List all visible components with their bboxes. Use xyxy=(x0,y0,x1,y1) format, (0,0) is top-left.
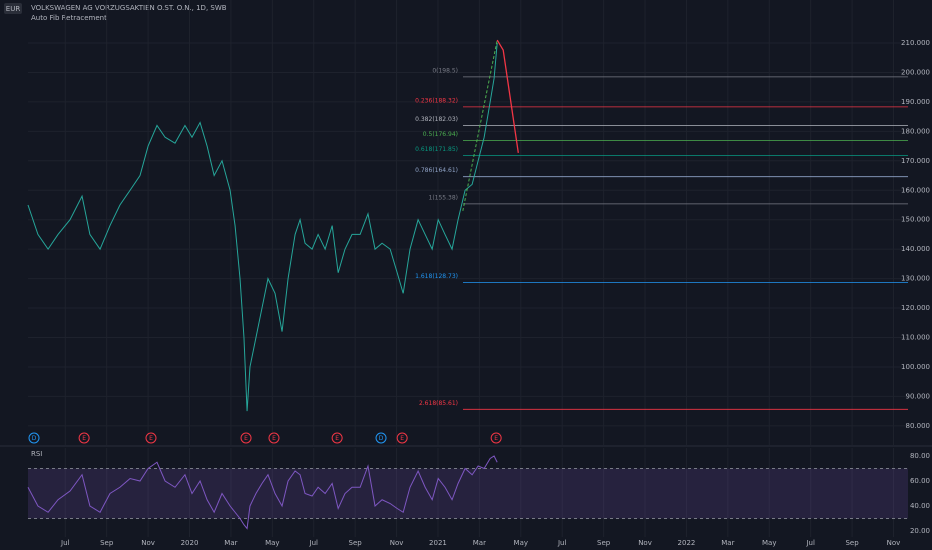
rsi-band xyxy=(28,468,908,519)
y-tick-label: 210.000 xyxy=(901,39,930,47)
currency: EUR xyxy=(6,5,21,13)
event-label: E xyxy=(335,435,339,442)
y-tick-label: 150.000 xyxy=(901,216,930,224)
x-tick-label: Mar xyxy=(473,539,486,547)
y-tick-label: 200.000 xyxy=(901,68,930,76)
y-tick-label: 140.000 xyxy=(901,245,930,253)
x-tick-label: Nov xyxy=(638,539,652,547)
fib-label: 0(198.5) xyxy=(432,67,458,74)
y-tick-label: 100.000 xyxy=(901,363,930,371)
x-tick-label: Jul xyxy=(309,539,319,547)
y-tick-label: 190.000 xyxy=(901,98,930,106)
y-tick-label: 180.000 xyxy=(901,127,930,135)
event-label: D xyxy=(32,435,37,442)
currency-badge xyxy=(4,3,22,14)
x-tick-label: Jul xyxy=(557,539,567,547)
y-tick-label: 80.00 xyxy=(910,452,930,460)
x-tick-label: 2021 xyxy=(429,539,447,547)
x-tick-label: Sep xyxy=(100,539,114,547)
x-tick-label: May xyxy=(265,539,279,547)
event-marker xyxy=(145,432,157,444)
y-tick-label: 110.000 xyxy=(901,334,930,342)
x-tick-label: Nov xyxy=(141,539,155,547)
fib-label: 1.618(128.73) xyxy=(415,273,458,280)
event-marker xyxy=(490,432,502,444)
event-marker xyxy=(331,432,343,444)
projection-line xyxy=(496,39,519,153)
y-tick-label: 130.000 xyxy=(901,275,930,283)
y-tick-label: 90.000 xyxy=(906,392,931,400)
fib-label: 0.786(164.61) xyxy=(415,167,458,174)
y-tick-label: 60.00 xyxy=(910,477,930,485)
zigzag-line xyxy=(462,39,498,211)
y-tick-label: 40.00 xyxy=(910,502,930,510)
event-marker xyxy=(240,432,252,444)
event-label: E xyxy=(272,435,276,442)
x-tick-label: Jul xyxy=(60,539,70,547)
event-marker xyxy=(375,432,387,444)
y-tick-label: 170.000 xyxy=(901,157,930,165)
rsi-title: RSI xyxy=(31,450,42,458)
event-label: E xyxy=(494,435,498,442)
price-line xyxy=(27,42,498,412)
event-label: E xyxy=(244,435,248,442)
y-tick-label: 80.000 xyxy=(906,422,931,430)
x-tick-label: Nov xyxy=(887,539,901,547)
x-tick-label: Sep xyxy=(845,539,859,547)
x-tick-label: Jul xyxy=(805,539,815,547)
event-label: E xyxy=(400,435,404,442)
fib-label: 1(155.38) xyxy=(429,194,459,201)
chart-subtitle: Auto Fib Retracement xyxy=(31,14,107,22)
fib-label: 0.5(176.94) xyxy=(423,131,458,138)
event-label: E xyxy=(82,435,86,442)
fib-label: 0.382(182.03) xyxy=(415,116,458,123)
x-tick-label: Sep xyxy=(349,539,363,547)
fib-label: 2.618(85.61) xyxy=(419,400,458,407)
y-tick-label: 20.00 xyxy=(910,527,930,535)
price-line xyxy=(27,455,498,530)
x-tick-label: May xyxy=(762,539,776,547)
x-tick-label: Mar xyxy=(224,539,237,547)
event-label: E xyxy=(149,435,153,442)
fib-label: 0.236(188.32) xyxy=(415,97,458,104)
y-tick-label: 120.000 xyxy=(901,304,930,312)
fib-label: 0.618(171.85) xyxy=(415,146,458,153)
y-tick-label: 160.000 xyxy=(901,186,930,194)
x-tick-label: 2020 xyxy=(181,539,199,547)
x-tick-label: Sep xyxy=(597,539,611,547)
event-marker xyxy=(28,432,40,444)
event-marker xyxy=(268,432,280,444)
x-tick-label: 2022 xyxy=(678,539,696,547)
x-tick-label: Nov xyxy=(390,539,404,547)
event-marker xyxy=(396,432,408,444)
x-tick-label: May xyxy=(514,539,528,547)
chart-title: VOLKSWAGEN AG VORZUGSAKTIEN O.ST. O.N., … xyxy=(31,4,227,12)
event-marker xyxy=(78,432,90,444)
x-tick-label: Mar xyxy=(721,539,734,547)
event-label: D xyxy=(379,435,384,442)
